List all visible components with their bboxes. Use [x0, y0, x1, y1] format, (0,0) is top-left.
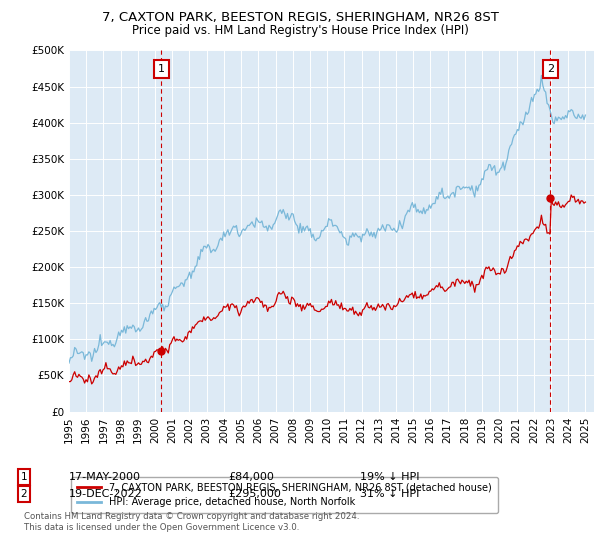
- Text: £84,000: £84,000: [228, 472, 274, 482]
- Text: 1: 1: [20, 472, 28, 482]
- Text: Contains HM Land Registry data © Crown copyright and database right 2024.
This d: Contains HM Land Registry data © Crown c…: [24, 512, 359, 531]
- Text: 19% ↓ HPI: 19% ↓ HPI: [360, 472, 419, 482]
- Text: Price paid vs. HM Land Registry's House Price Index (HPI): Price paid vs. HM Land Registry's House …: [131, 24, 469, 36]
- Text: 2: 2: [20, 489, 28, 499]
- Text: 17-MAY-2000: 17-MAY-2000: [69, 472, 141, 482]
- Text: 1: 1: [158, 64, 165, 74]
- Text: £295,000: £295,000: [228, 489, 281, 499]
- Legend: 7, CAXTON PARK, BEESTON REGIS, SHERINGHAM, NR26 8ST (detached house), HPI: Avera: 7, CAXTON PARK, BEESTON REGIS, SHERINGHA…: [71, 477, 498, 514]
- Text: 31% ↓ HPI: 31% ↓ HPI: [360, 489, 419, 499]
- Text: 7, CAXTON PARK, BEESTON REGIS, SHERINGHAM, NR26 8ST: 7, CAXTON PARK, BEESTON REGIS, SHERINGHA…: [101, 11, 499, 24]
- Text: 2: 2: [547, 64, 554, 74]
- Text: 19-DEC-2022: 19-DEC-2022: [69, 489, 143, 499]
